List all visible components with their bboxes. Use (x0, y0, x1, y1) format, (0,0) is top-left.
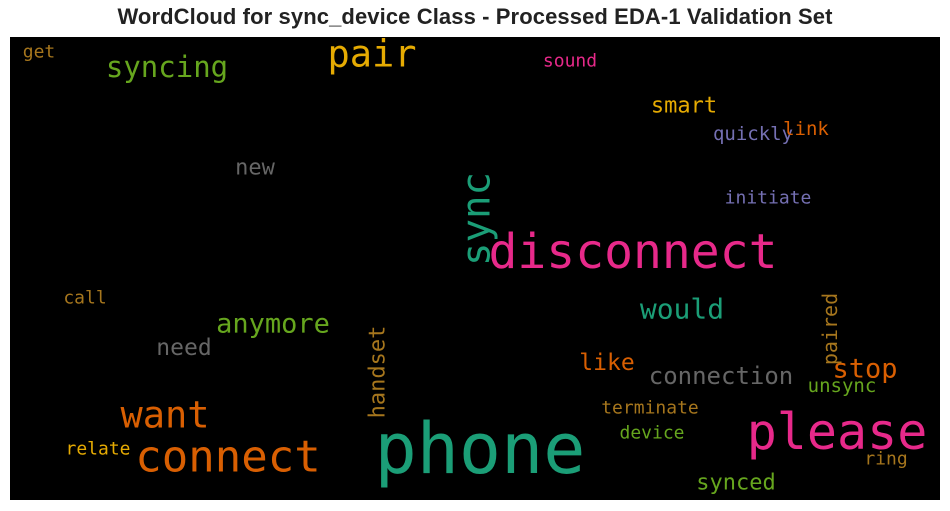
word-sound: sound (543, 51, 597, 72)
word-phone: phone (375, 408, 586, 490)
word-get: get (23, 42, 56, 63)
word-link: link (783, 118, 829, 140)
word-sync: sync (455, 172, 500, 266)
word-syncing: syncing (106, 50, 228, 84)
word-would: would (640, 293, 724, 326)
word-unsync: unsync (808, 375, 877, 397)
word-need: need (156, 335, 211, 361)
word-want: want (120, 394, 209, 437)
word-stop: stop (832, 354, 897, 385)
word-relate: relate (65, 439, 130, 460)
word-disconnect: disconnect (489, 224, 778, 280)
word-call: call (63, 288, 106, 309)
word-quickly: quickly (713, 123, 793, 145)
word-pair: pair (327, 37, 416, 76)
word-paired: paired (818, 293, 842, 365)
word-connection: connection (649, 362, 794, 390)
word-terminate: terminate (601, 398, 699, 419)
word-please: please (747, 403, 928, 461)
word-ring: ring (864, 449, 907, 470)
word-device: device (619, 423, 684, 444)
word-cloud-canvas: phone please disconnect connect sync want pair… (23, 37, 928, 496)
word-initiate: initiate (725, 188, 812, 209)
word-smart: smart (651, 94, 717, 119)
word-like: like (579, 350, 634, 376)
word-connect: connect (135, 432, 320, 483)
chart-title: WordCloud for sync_device Class - Proces… (117, 4, 833, 29)
word-handset: handset (366, 326, 391, 419)
word-cloud: phone please disconnect connect sync want pair… (10, 37, 940, 500)
word-anymore: anymore (216, 309, 330, 340)
word-new: new (235, 156, 275, 181)
word-synced: synced (696, 471, 775, 496)
